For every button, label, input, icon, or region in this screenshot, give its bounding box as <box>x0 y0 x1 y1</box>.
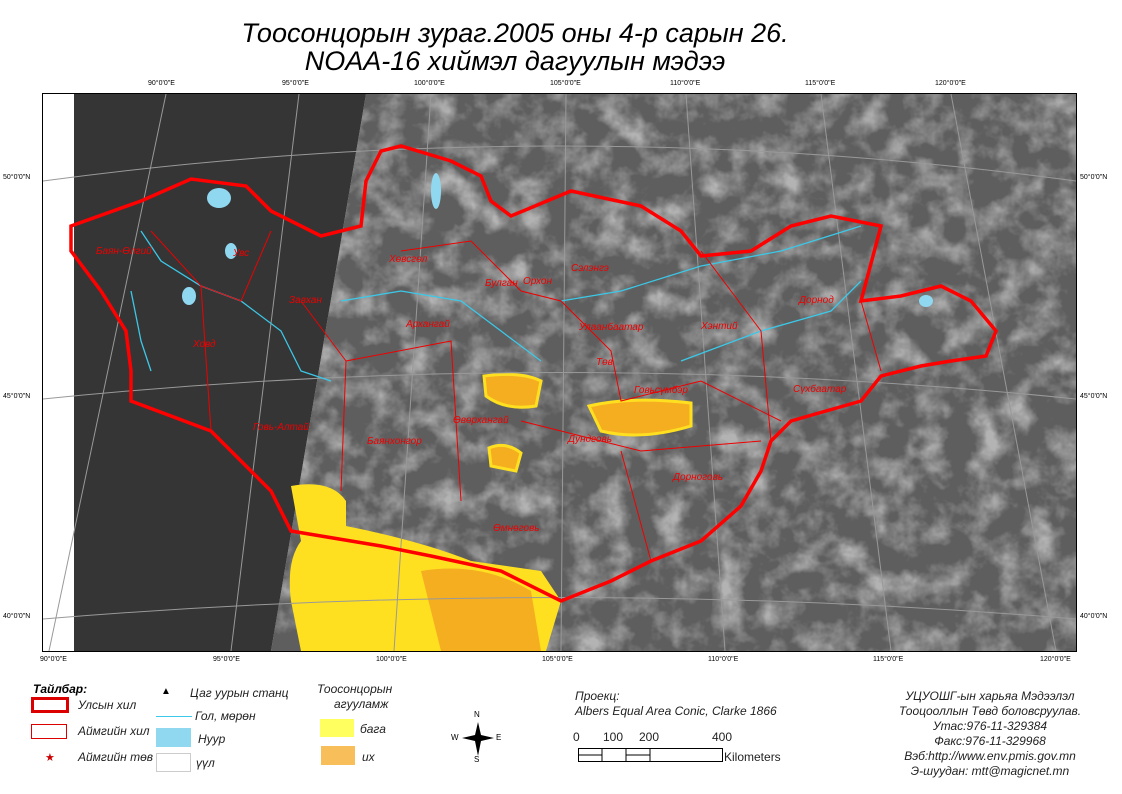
map-title-line2: NOAA-16 хиймэл дагуулын мэдээ <box>304 46 726 76</box>
lat-label-right: 40°0'0"N <box>1080 613 1108 620</box>
lakes <box>182 173 933 307</box>
label-ulaanbaatar: Улаанбаатар <box>578 321 644 333</box>
lat-label-right: 50°0'0"N <box>1080 174 1108 181</box>
aimag-border-swatch <box>31 724 67 739</box>
compass-w: W <box>451 733 459 742</box>
credit-line: Тооцооллын Төвд боловсруулав. <box>898 704 1082 718</box>
no-data-region <box>74 94 366 651</box>
email: Э-шуудан: mtt@magicnet.mn <box>910 764 1070 778</box>
label-khentii: Хэнтий <box>700 321 738 332</box>
lon-label-bottom: 110°0'0"E <box>708 656 739 663</box>
compass-s: S <box>474 755 480 764</box>
label-uvurkhangai: Өвөрхангай <box>453 415 509 426</box>
legend-low: бага <box>360 722 386 736</box>
label-khovd: Ховд <box>192 339 216 350</box>
legend-lake: Нуур <box>198 732 226 746</box>
lon-label-top: 110°0'0"E <box>670 80 701 87</box>
map-frame: Баян-Өлгий Увс Завхан Ховд Говь-Алтай Хө… <box>42 93 1077 652</box>
lat-label-left: 45°0'0"N <box>3 393 31 400</box>
label-uvs: Увс <box>232 248 249 259</box>
phone: Утас:976-11-329384 <box>932 719 1048 733</box>
legend-cloud: үүл <box>196 756 215 770</box>
label-bulgan: Булган <box>485 278 518 289</box>
label-selenge: Сэлэнгэ <box>571 263 609 274</box>
lon-label-top: 100°0'0"E <box>414 80 445 87</box>
legend-aimag-center: Аймгийн төв <box>78 750 154 764</box>
aimag-borders <box>150 230 882 562</box>
credit-line: УЦУОШГ-ын харьяа Мэдээлэл <box>905 689 1075 703</box>
scale-tick: 100 <box>603 730 624 744</box>
national-border-swatch <box>31 697 69 713</box>
legend-river: Гол, мөрөн <box>195 709 256 723</box>
dust-areas <box>289 372 693 651</box>
label-govisumber: Говьсүмбэр <box>634 384 688 396</box>
legend-high: их <box>362 750 375 764</box>
compass-e: E <box>496 733 502 742</box>
scale-tick: 200 <box>639 730 660 744</box>
compass-n: N <box>474 710 480 719</box>
graticule <box>43 94 1076 651</box>
map-title-line1: Тоосонцорын зураг.2005 оны 4-р сарын 26. <box>241 18 789 48</box>
label-khuvsgul: Хөвсгөл <box>388 254 428 265</box>
lat-label-left: 50°0'0"N <box>3 174 31 181</box>
website: Вэб:http://www.env.pmis.gov.mn <box>904 749 1076 763</box>
label-govi-altai: Говь-Алтай <box>253 422 309 433</box>
lon-label-top: 95°0'0"E <box>282 80 309 87</box>
label-orkhon: Орхон <box>523 276 552 287</box>
label-umnugovi: Өмнөговь <box>493 523 540 534</box>
star-icon: ★ <box>45 752 55 764</box>
label-dundgovi: Дундговь <box>567 434 612 445</box>
national-border <box>69 144 999 603</box>
lon-label-top: 115°0'0"E <box>805 80 836 87</box>
triangle-icon: ▲ <box>161 686 171 697</box>
lon-label-bottom: 100°0'0"E <box>376 656 407 663</box>
lon-label-bottom: 120°0'0"E <box>1040 656 1071 663</box>
scale-unit: Kilometers <box>724 750 781 764</box>
legend-aimag-border: Аймгийн хил <box>78 724 150 738</box>
lon-label-bottom: 90°0'0"E <box>40 656 67 663</box>
lat-label-left: 40°0'0"N <box>3 613 31 620</box>
label-bayan-ulgii: Баян-Өлгий <box>96 246 152 257</box>
legend-title: Тайлбар: <box>33 682 88 696</box>
lon-label-bottom: 105°0'0"E <box>542 656 573 663</box>
legend-national-border: Улсын хил <box>78 698 137 712</box>
river-swatch <box>156 716 192 717</box>
scale-tick: 0 <box>573 730 580 744</box>
label-bayankhongor: Баянхонгор <box>367 436 422 447</box>
low-dust-swatch <box>320 719 354 737</box>
scale-bar-graphic <box>578 748 723 762</box>
label-dornogovi: Дорноговь <box>672 472 723 483</box>
label-zavkhan: Завхан <box>289 295 322 306</box>
lon-label-bottom: 95°0'0"E <box>213 656 240 663</box>
satellite-map: Баян-Өлгий Увс Завхан Ховд Говь-Алтай Хө… <box>43 94 1076 651</box>
compass-icon <box>462 722 494 756</box>
credits: УЦУОШГ-ын харьяа Мэдээлэл Тооцооллын Төв… <box>850 689 1122 779</box>
high-dust-swatch <box>321 746 355 765</box>
legend-dust-title: Тоосонцорын <box>317 682 393 696</box>
scale-tick: 400 <box>712 730 733 744</box>
lon-label-top: 90°0'0"E <box>148 80 175 87</box>
label-tuv: Төв <box>596 357 613 368</box>
fax: Факс:976-11-329968 <box>934 734 1046 748</box>
label-sukhbaatar: Сүхбаатар <box>793 383 847 395</box>
cloud-swatch <box>156 753 191 772</box>
lake-swatch <box>156 728 191 747</box>
projection-label: Проекц: <box>575 689 620 703</box>
north-arrow: N S E W <box>448 710 508 766</box>
projection-value: Albers Equal Area Conic, Clarke 1866 <box>575 704 777 718</box>
label-dornod: Дорнод <box>798 295 834 306</box>
lat-label-right: 45°0'0"N <box>1080 393 1108 400</box>
lon-label-bottom: 115°0'0"E <box>873 656 904 663</box>
label-arkhangai: Архангай <box>405 319 450 330</box>
legend-dust-subtitle: агууламж <box>334 697 389 711</box>
lon-label-top: 105°0'0"E <box>550 80 581 87</box>
province-labels: Баян-Өлгий Увс Завхан Ховд Говь-Алтай Хө… <box>96 246 847 534</box>
legend-station: Цаг уурын станц <box>190 686 289 700</box>
lon-label-top: 120°0'0"E <box>935 80 966 87</box>
